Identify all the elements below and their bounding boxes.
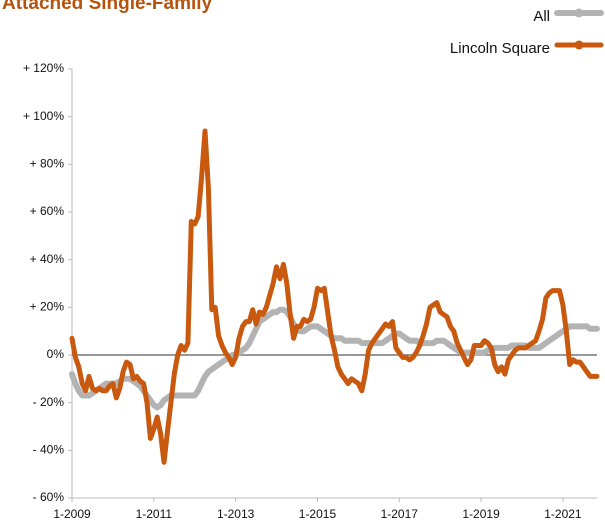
x-tick-label: 1-2009: [53, 507, 91, 521]
y-tick-label: + 100%: [23, 109, 64, 123]
y-tick-label: + 40%: [30, 252, 65, 266]
y-tick-label: + 120%: [23, 61, 64, 75]
y-tick-label: - 40%: [33, 443, 65, 457]
x-tick-label: 1-2021: [544, 507, 582, 521]
legend-marker: [574, 40, 584, 50]
y-tick-label: + 20%: [30, 300, 65, 314]
y-tick-label: - 60%: [33, 490, 65, 504]
legend-marker: [574, 8, 584, 18]
series-line: [69, 128, 600, 465]
x-tick-label: 1-2017: [381, 507, 419, 521]
y-tick-label: + 80%: [30, 157, 65, 171]
chart-title: Attached Single-Family: [2, 0, 213, 14]
x-tick-label: 1-2015: [299, 507, 337, 521]
x-tick-label: 1-2019: [462, 507, 500, 521]
legend-label: Lincoln Square: [450, 40, 550, 57]
y-tick-label: 0%: [47, 347, 65, 361]
legend-label: All: [533, 8, 550, 25]
series-line: [69, 306, 600, 411]
x-tick-label: 1-2013: [217, 507, 255, 521]
x-tick-label: 1-2011: [136, 507, 173, 521]
y-tick-label: + 60%: [30, 204, 65, 218]
y-tick-label: - 20%: [33, 395, 65, 409]
